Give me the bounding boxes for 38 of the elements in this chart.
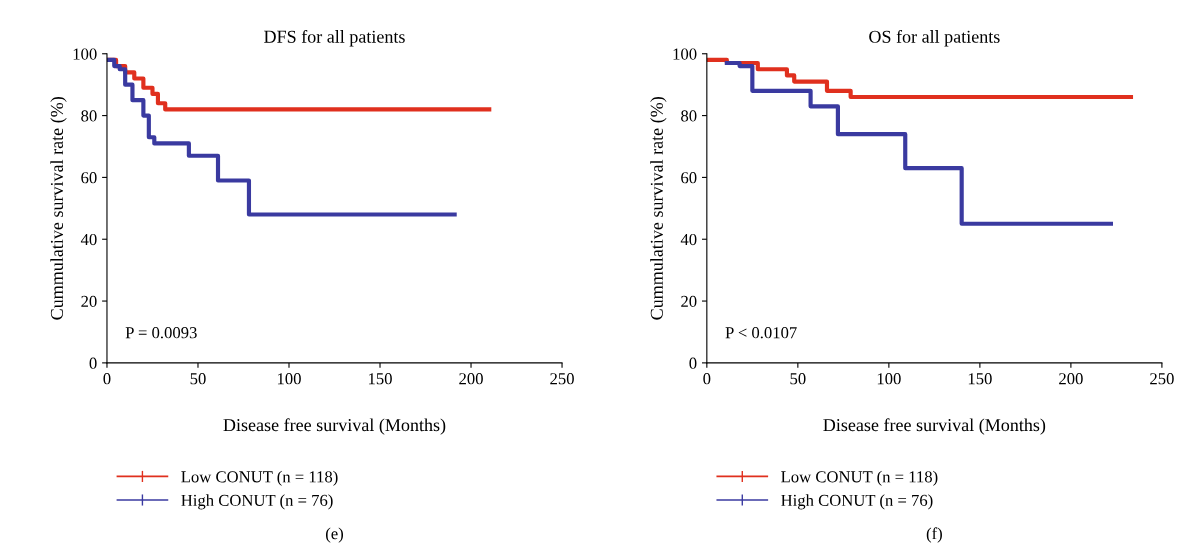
y-axis-title: Cummulative survival rate (%): [50, 97, 67, 320]
x-tick-label: 100: [877, 373, 901, 385]
chart-title: OS for all patients: [869, 29, 1000, 47]
y-tick-label: 80: [81, 110, 97, 122]
legend-label: High CONUT (n = 76): [181, 494, 333, 510]
x-tick-label: 0: [703, 373, 711, 385]
annotation: P = 0.0093: [125, 327, 197, 339]
y-axis-title: Cummulative survival rate (%): [650, 97, 667, 320]
text: (f): [926, 527, 942, 543]
x-tick-label: 150: [368, 373, 392, 385]
x-tick-label: 150: [968, 373, 992, 385]
x-tick-label: 250: [1150, 373, 1174, 385]
y-tick-label: 40: [680, 233, 697, 246]
y-tick-label: 80: [681, 110, 697, 122]
annotation: P < 0.0107: [725, 327, 797, 339]
y-tick-label: 20: [81, 295, 97, 307]
y-tick-label: 20: [681, 295, 697, 307]
y-tick-label: 100: [673, 48, 697, 60]
x-tick-label: 100: [277, 373, 301, 385]
x-tick-label: 250: [550, 373, 574, 385]
x-tick-label: 200: [1059, 373, 1083, 385]
y-tick-label: 0: [689, 357, 697, 369]
legend-label: High CONUT (n = 76): [781, 494, 933, 510]
y-tick-label: 100: [73, 48, 97, 60]
x-axis-title: Disease free survival (Months): [223, 418, 446, 435]
x-tick-label: 50: [790, 373, 806, 385]
y-tick-label: 40: [80, 233, 97, 246]
chart-title: DFS for all patients: [264, 29, 405, 47]
text: (e): [325, 527, 344, 543]
x-tick-label: 0: [103, 373, 111, 385]
x-tick-label: 200: [459, 373, 483, 385]
legend-label: Low CONUT (n = 118): [181, 470, 338, 486]
legend-label: Low CONUT (n = 118): [781, 470, 938, 486]
y-tick-label: 60: [681, 172, 697, 184]
y-tick-label: 0: [89, 357, 97, 369]
y-tick-label: 60: [81, 172, 97, 184]
x-axis-title: Disease free survival (Months): [823, 418, 1046, 435]
x-tick-label: 50: [190, 373, 206, 385]
